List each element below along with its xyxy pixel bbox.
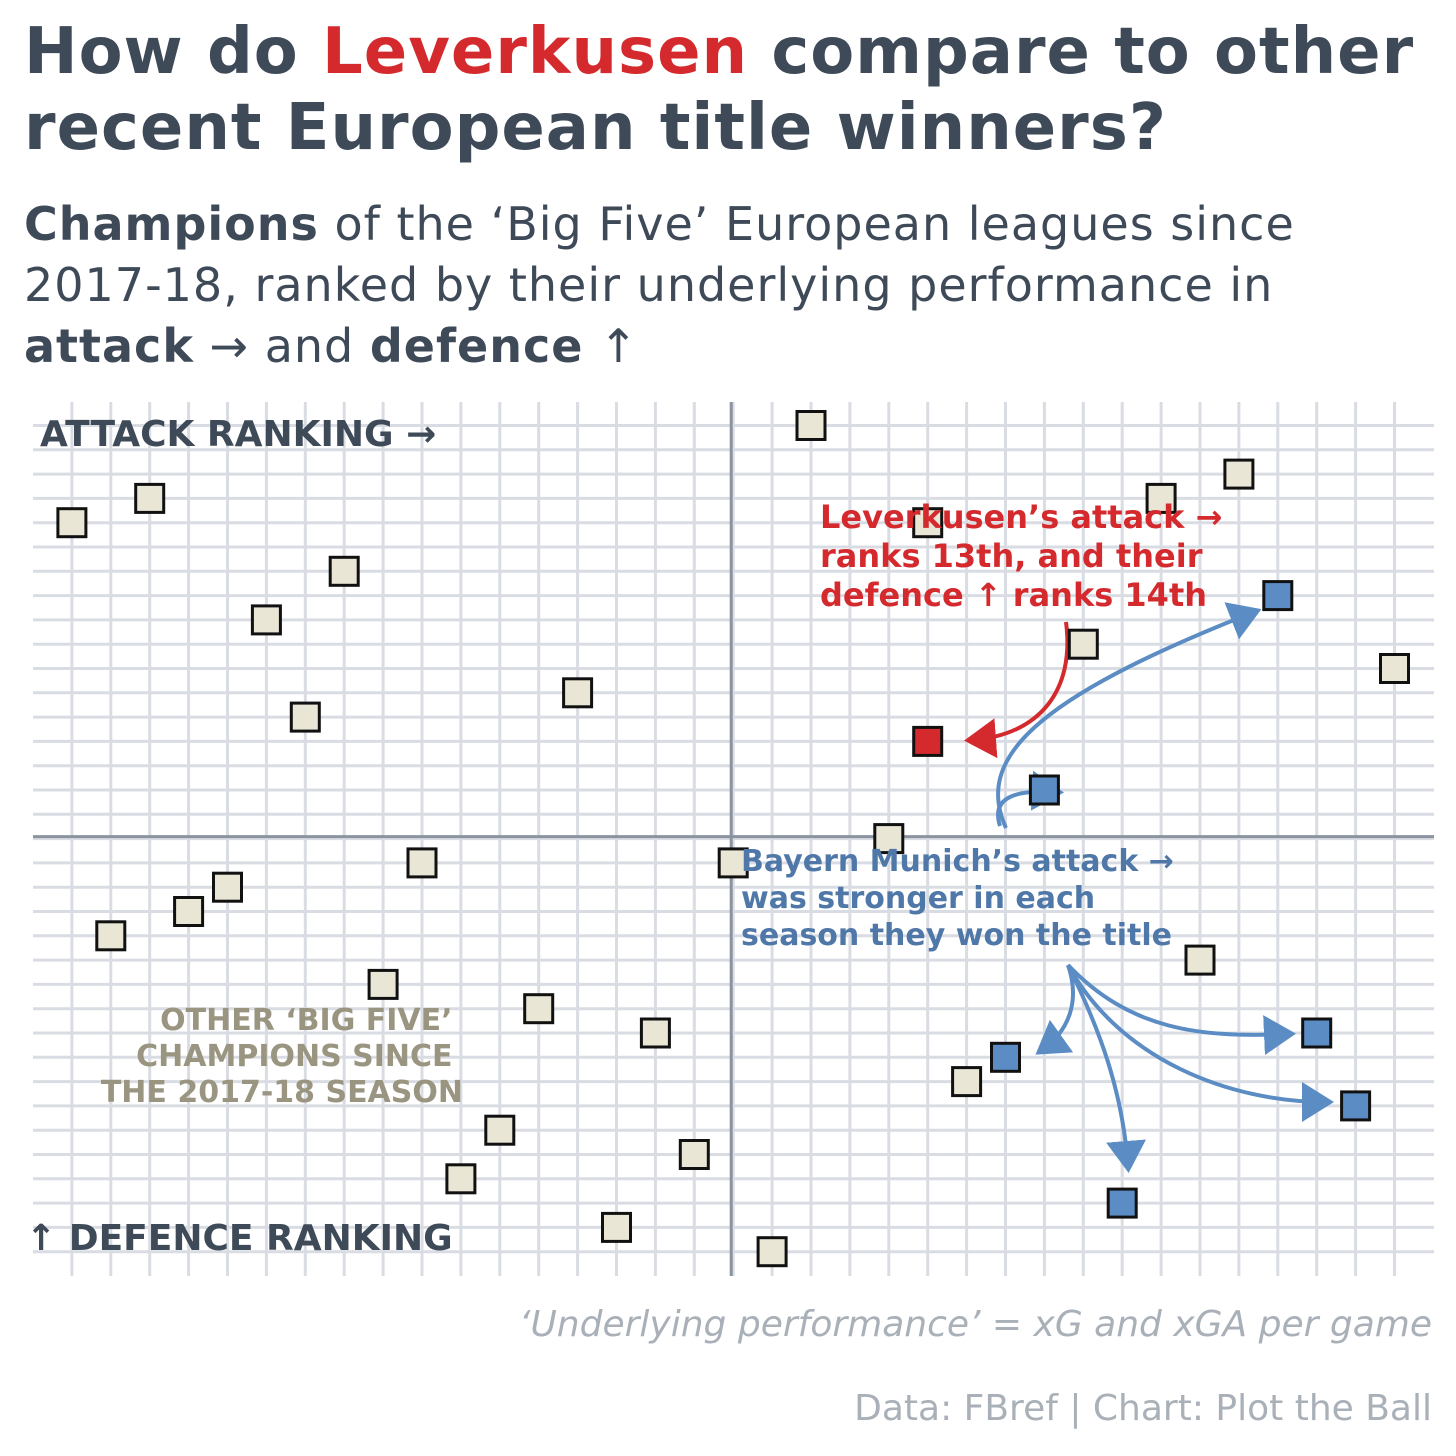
other-champion-point [717,847,749,879]
bayern-munich-point [1262,580,1294,612]
bayern-annotation: Bayern Munich’s attack → was stronger in… [741,844,1184,953]
other-champion-point [1145,482,1177,514]
bayern-arrow-top [996,602,1262,829]
other-champion-point [601,1211,632,1243]
other-champion-point [1184,944,1216,976]
other-champion-point [912,507,944,539]
bayern-munich-point [1340,1090,1372,1122]
bayern-munich-point [1106,1187,1138,1219]
subtitle-text-2: → and [193,319,370,373]
leverkusen-point [912,725,944,757]
y-axis-label: ↑ DEFENCE RANKING [26,1218,453,1259]
subtitle-text-3: ↑ [583,319,639,373]
leverkusen-annotation: Leverkusen’s attack → ranks 13th, and th… [820,498,1234,614]
bayern-arrow-right2 [1066,964,1334,1122]
other-champion-point [523,993,555,1025]
x-axis-label: ATTACK RANKING → [40,414,436,455]
other-champion-point [56,507,88,539]
other-champion-point [173,896,205,927]
grid [33,402,1434,1276]
subtitle-bold-attack: attack [24,319,194,373]
bayern-arrow-down [1066,964,1147,1173]
other-champion-point [756,1236,788,1268]
other-champion-point [1223,458,1255,490]
bayern-munich-point [1301,1017,1333,1049]
subtitle-bold-champions: Champions [24,197,319,251]
footnote: ‘Underlying performance’ = xG and xGA pe… [519,1304,1432,1345]
leverkusen-arrow [964,621,1070,759]
other-champion-point [1067,628,1099,660]
other-champion-point [1379,653,1410,684]
other-champion-point [328,555,360,587]
other-champion-point [134,482,166,514]
other-champion-point [95,920,127,952]
bayern-arrow-right1 [1066,963,1296,1056]
bayern-munich-point [1028,774,1060,806]
scatter-chart: ATTACK RANKING → ↑ DEFENCE RANKING Lever… [26,402,1434,1276]
other-champion-point [873,823,905,855]
other-champion-point [289,701,321,733]
subtitle-bold-defence: defence [369,319,584,373]
chart-title: How do Leverkusen compare to other recen… [24,14,1444,166]
bayern-munich-point [990,1041,1021,1073]
title-highlight: Leverkusen [322,15,749,89]
subtitle-text-1: of the ‘Big Five’ European leagues since… [24,197,1295,312]
other-champion-point [639,1017,671,1049]
axes [33,402,1434,1276]
other-champions-label: OTHER ‘BIG FIVE’ CHAMPIONS SINCE THE 201… [101,1003,463,1110]
credit: Data: FBref | Chart: Plot the Ball [854,1388,1432,1429]
other-champion-point [406,847,438,879]
bayern-arrow-left [1035,964,1075,1055]
other-champion-point [678,1139,710,1170]
other-champion-point [484,1114,516,1146]
annotation-arrows [964,602,1334,1173]
other-champion-point [250,604,282,636]
title-part-1: How do [24,15,322,89]
other-champion-point [445,1163,477,1195]
other-champion-point [562,677,594,709]
data-points [56,410,1410,1268]
other-champion-point [951,1066,983,1098]
other-champion-point [795,410,827,441]
other-champion-point [367,968,399,1000]
other-champion-point [212,871,243,903]
chart-subtitle: Champions of the ‘Big Five’ European lea… [24,194,1424,377]
title-part-2: compare to other recent European title w… [24,15,1415,165]
